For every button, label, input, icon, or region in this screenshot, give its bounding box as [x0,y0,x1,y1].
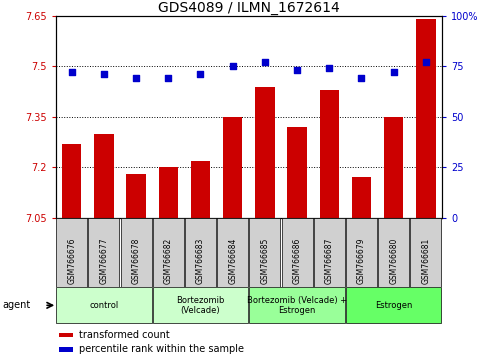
Text: Bortezomib
(Velcade): Bortezomib (Velcade) [176,296,225,315]
Point [326,65,333,71]
Bar [88,218,119,287]
Point [261,59,269,65]
Point [229,64,237,69]
Text: Estrogen: Estrogen [375,301,412,310]
Bar [352,177,371,218]
Bar [249,218,280,287]
Text: GSM766685: GSM766685 [260,238,270,284]
Bar [249,287,345,323]
Text: percentile rank within the sample: percentile rank within the sample [79,344,244,354]
Bar [217,218,248,287]
Text: GSM766678: GSM766678 [131,238,141,284]
Bar [153,287,248,323]
Bar [59,332,73,337]
Bar [191,161,210,218]
Bar [153,218,184,287]
Bar [320,90,339,218]
Bar [416,19,436,218]
Text: GSM766677: GSM766677 [99,238,108,284]
Bar [378,218,409,287]
Text: GSM766680: GSM766680 [389,238,398,284]
Bar [158,167,178,218]
Bar [121,218,152,287]
Bar [255,86,274,218]
Bar [223,117,242,218]
Bar [287,127,307,218]
Bar [346,218,377,287]
Bar [314,218,345,287]
Point [197,72,204,77]
Point [132,76,140,81]
Point [357,76,365,81]
Text: agent: agent [2,300,30,310]
Bar [346,287,441,323]
Bar [56,218,87,287]
Point [164,76,172,81]
Text: Bortezomib (Velcade) +
Estrogen: Bortezomib (Velcade) + Estrogen [247,296,347,315]
Bar [62,144,81,218]
Point [100,72,108,77]
Text: GSM766687: GSM766687 [325,238,334,284]
Text: GSM766681: GSM766681 [421,238,430,284]
Text: control: control [89,301,118,310]
Bar [411,218,441,287]
Bar [59,347,73,352]
Text: GSM766682: GSM766682 [164,238,173,284]
Text: GSM766686: GSM766686 [293,238,301,284]
Bar [282,218,313,287]
Bar [127,174,146,218]
Text: GSM766676: GSM766676 [67,238,76,284]
Bar [384,117,403,218]
Bar [94,134,114,218]
Text: transformed count: transformed count [79,330,170,340]
Point [422,59,430,65]
Point [293,68,301,73]
Point [390,70,398,75]
Bar [56,287,152,323]
Bar [185,218,216,287]
Text: GSM766684: GSM766684 [228,238,237,284]
Title: GDS4089 / ILMN_1672614: GDS4089 / ILMN_1672614 [158,1,340,15]
Text: GSM766683: GSM766683 [196,238,205,284]
Point [68,70,75,75]
Text: GSM766679: GSM766679 [357,238,366,284]
